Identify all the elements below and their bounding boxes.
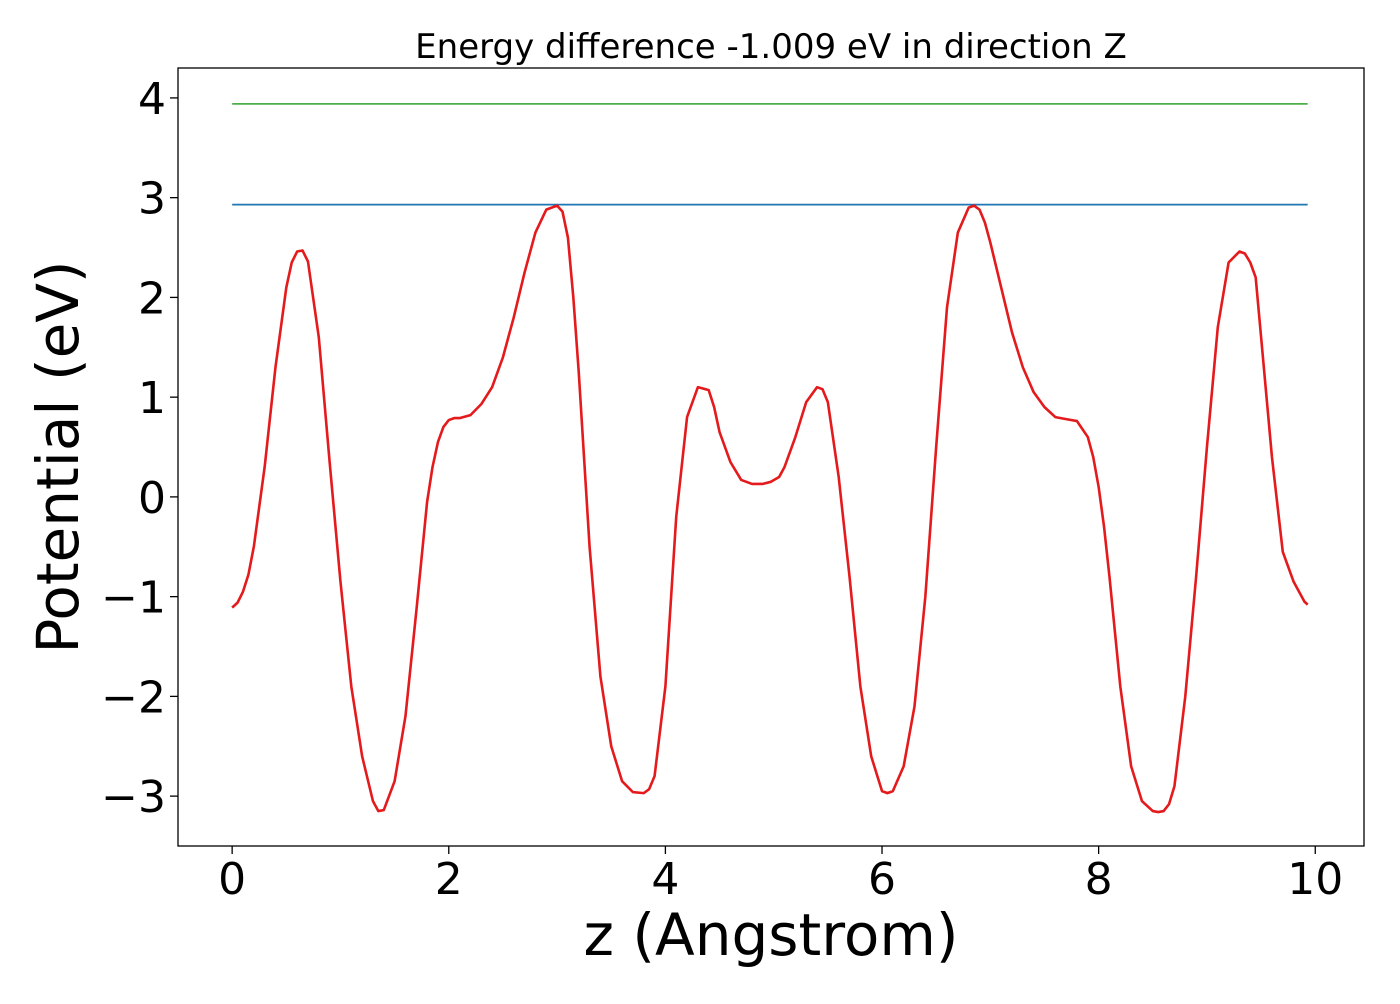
y-tick-label: 3 xyxy=(138,174,166,225)
x-tick-label: 2 xyxy=(435,854,463,905)
y-tick-label: −1 xyxy=(101,573,166,624)
x-tick-label: 10 xyxy=(1287,854,1343,905)
x-axis-label: z (Angstrom) xyxy=(584,901,959,969)
y-tick-label: 0 xyxy=(138,473,166,524)
x-tick-label: 6 xyxy=(868,854,896,905)
y-tick-label: −3 xyxy=(101,772,166,823)
y-tick-label: 4 xyxy=(138,74,166,125)
y-axis: −3 −2 −1 0 1 2 3 4 xyxy=(101,74,178,823)
y-tick-label: 2 xyxy=(138,273,166,324)
x-tick-label: 0 xyxy=(218,854,246,905)
x-tick-label: 8 xyxy=(1085,854,1113,905)
series-line-0 xyxy=(231,204,1309,814)
y-axis-label: Potential (eV) xyxy=(24,260,92,653)
x-tick-label: 4 xyxy=(651,854,679,905)
x-axis: 0 2 4 6 8 10 xyxy=(218,846,1343,905)
plot-frame xyxy=(177,67,1365,847)
y-tick-label: −2 xyxy=(101,672,166,723)
y-tick-label: 1 xyxy=(138,373,166,424)
chart-title: Energy difference -1.009 eV in direction… xyxy=(415,27,1127,67)
plot-area xyxy=(231,103,1309,814)
